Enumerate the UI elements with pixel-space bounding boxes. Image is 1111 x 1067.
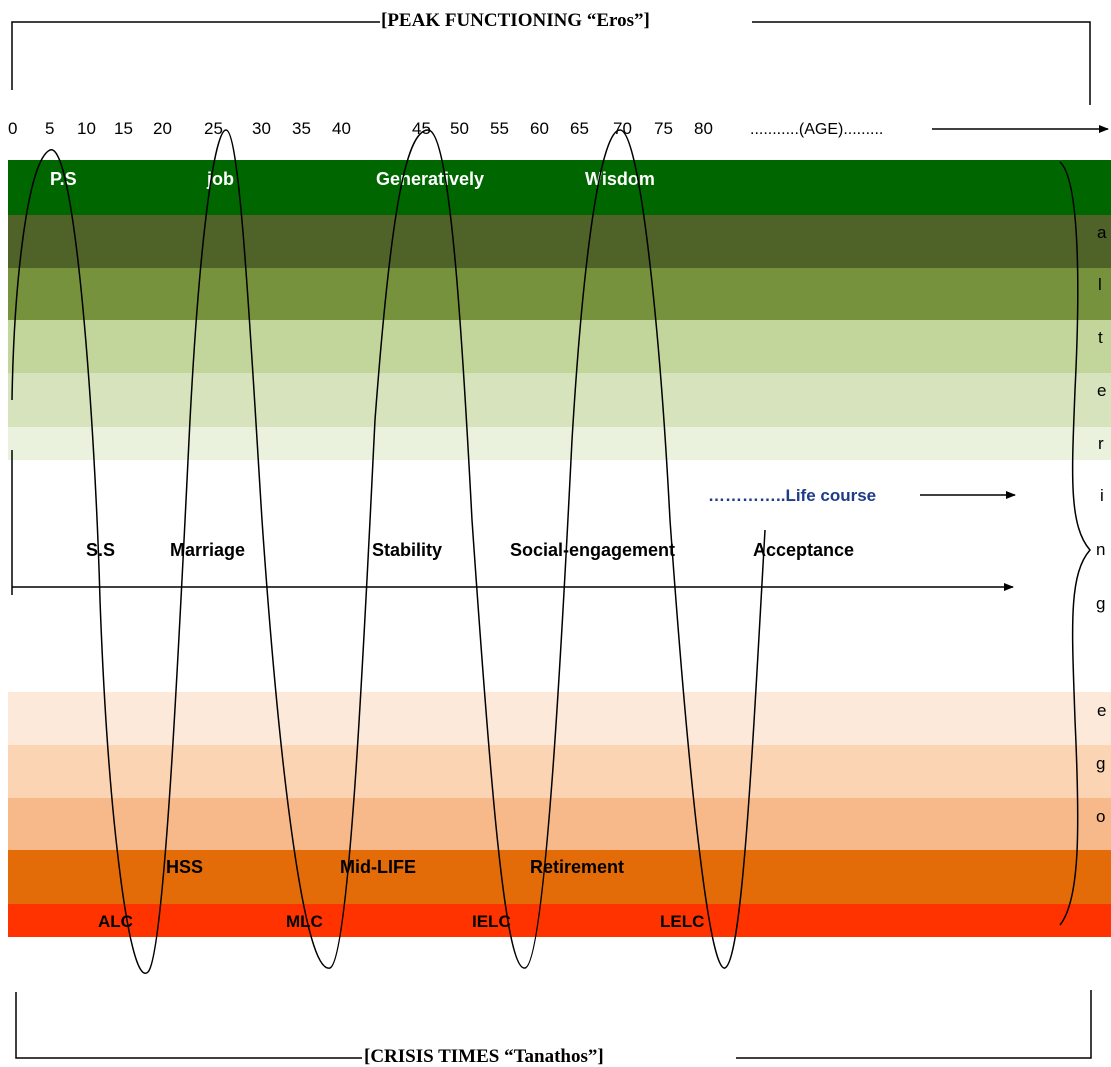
- side-letter-1: a: [1097, 223, 1107, 242]
- age-tick-30: 30: [252, 119, 271, 138]
- age-tick-65: 65: [570, 119, 589, 138]
- life-oscillation-curve: [11, 129, 766, 975]
- side-letter-2: l: [1098, 275, 1102, 294]
- age-tick-0: 0: [8, 119, 17, 138]
- side-letter-6: i: [1100, 486, 1104, 505]
- band-bottom-4: [8, 850, 1111, 904]
- crisis-label-mlc: MLC: [286, 912, 323, 931]
- crisis-labels: HSS Mid-LIFE Retirement: [166, 857, 624, 877]
- side-letter-10: g: [1096, 754, 1105, 773]
- stage-label-marriage: Marriage: [170, 540, 245, 560]
- life-crisis-labels: ALC MLC IELC LELC: [98, 912, 704, 931]
- side-letter-11: o: [1096, 807, 1105, 826]
- eros-bracket: [11, 21, 1091, 105]
- peak-labels: P.S job Generatively Wisdom: [50, 169, 655, 189]
- age-tick-45: 45: [412, 119, 431, 138]
- side-letter-3: t: [1098, 328, 1103, 347]
- stage-label-stability: Stability: [372, 540, 442, 560]
- side-letter-7: n: [1096, 540, 1105, 559]
- tanathos-bands: [8, 692, 1111, 937]
- band-top-5: [8, 373, 1111, 427]
- age-tick-35: 35: [292, 119, 311, 138]
- age-tick-40: 40: [332, 119, 351, 138]
- side-letters: a l t e r i n g e g o: [1096, 223, 1107, 826]
- age-tick-15: 15: [114, 119, 133, 138]
- band-top-2: [8, 215, 1111, 268]
- stage-label-social-engagement: Social-engagement: [510, 540, 675, 560]
- eros-bands: [8, 160, 1111, 460]
- crisis-label-retirement: Retirement: [530, 857, 624, 877]
- band-top-3: [8, 268, 1111, 320]
- life-course-label: …………..Life course: [708, 486, 876, 505]
- peak-label-wisdom: Wisdom: [585, 169, 655, 189]
- side-letter-9: e: [1097, 701, 1106, 720]
- peak-label-ps: P.S: [50, 169, 77, 189]
- side-letter-5: r: [1098, 434, 1104, 453]
- age-tick-5: 5: [45, 119, 54, 138]
- side-letter-4: e: [1097, 381, 1106, 400]
- band-bottom-3: [8, 798, 1111, 850]
- peak-label-job: job: [206, 169, 234, 189]
- right-brace: [1059, 161, 1091, 926]
- age-tick-75: 75: [654, 119, 673, 138]
- band-top-4: [8, 320, 1111, 373]
- tanathos-bracket: [15, 990, 1092, 1059]
- tanathos-title: [CRISIS TIMES “Tanathos”]: [364, 1046, 604, 1067]
- band-bottom-1: [8, 692, 1111, 745]
- crisis-label-lelc: LELC: [660, 912, 704, 931]
- crisis-label-ielc: IELC: [472, 912, 511, 931]
- age-axis: 0 5 10 15 20 25 30 35 40 45 50 55 60 65 …: [8, 119, 883, 138]
- band-top-1: [8, 160, 1111, 215]
- crisis-label-alc: ALC: [98, 912, 133, 931]
- band-bottom-5: [8, 904, 1111, 937]
- stage-label-ss: S.S: [86, 540, 115, 560]
- age-tick-80: 80: [694, 119, 713, 138]
- band-top-6: [8, 427, 1111, 460]
- side-letter-8: g: [1096, 594, 1105, 613]
- peak-label-generatively: Generatively: [376, 169, 484, 189]
- band-bottom-2: [8, 745, 1111, 798]
- eros-title: [PEAK FUNCTIONING “Eros”]: [381, 10, 650, 31]
- age-tick-25: 25: [204, 119, 223, 138]
- stage-labels: S.S Marriage Stability Social-engagement…: [86, 540, 854, 560]
- age-tick-70: 70: [613, 119, 632, 138]
- age-tick-50: 50: [450, 119, 469, 138]
- age-axis-label: ...........(AGE).........: [750, 121, 883, 138]
- age-tick-60: 60: [530, 119, 549, 138]
- crisis-label-mid-life: Mid-LIFE: [340, 857, 416, 877]
- age-tick-10: 10: [77, 119, 96, 138]
- age-tick-55: 55: [490, 119, 509, 138]
- crisis-label-hss: HSS: [166, 857, 203, 877]
- age-tick-20: 20: [153, 119, 172, 138]
- stage-label-acceptance: Acceptance: [753, 540, 854, 560]
